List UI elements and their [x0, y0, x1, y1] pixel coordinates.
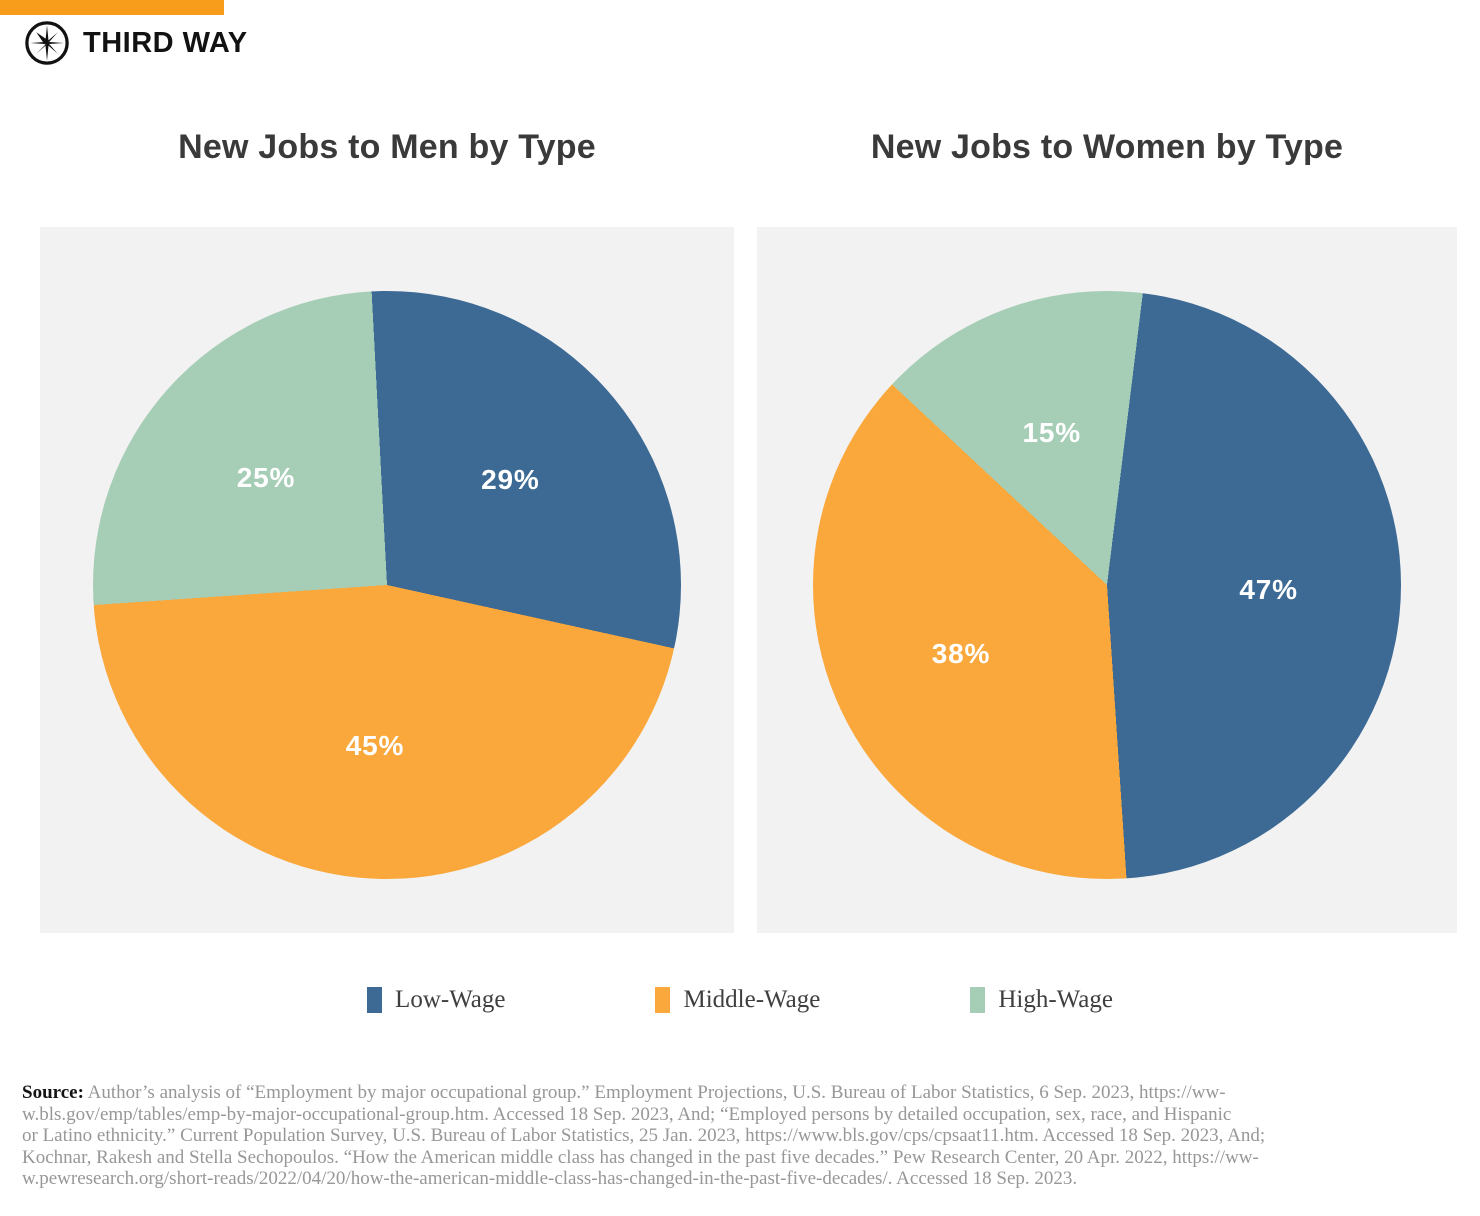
chart-title-men: New Jobs to Men by Type [178, 128, 596, 166]
source-text: Author’s analysis of “Employment by majo… [87, 1082, 1226, 1103]
pie-slice-label: 15% [1022, 417, 1081, 449]
legend-label-high-wage: High-Wage [998, 986, 1113, 1013]
source-line: or Latino ethnicity.” Current Population… [22, 1125, 1266, 1147]
pie-slice-label: 45% [345, 730, 405, 762]
brand-name: THIRD WAY [83, 26, 248, 59]
legend-item-middle-wage: Middle-Wage [655, 986, 820, 1014]
pie-slice-label: 38% [931, 638, 991, 670]
third-way-compass-logo-icon [24, 20, 70, 66]
source-line: w.pewresearch.org/short-reads/2022/04/20… [22, 1168, 1078, 1190]
legend-swatch-high-wage-icon [970, 987, 986, 1013]
legend-swatch-low-wage-icon [367, 987, 383, 1013]
legend-label-low-wage: Low-Wage [395, 986, 506, 1013]
legend-label-middle-wage: Middle-Wage [683, 986, 821, 1013]
brand-header: THIRD WAY [24, 20, 248, 66]
source-line: Source: Author’s analysis of “Employment… [22, 1082, 1462, 1104]
source-line: w.bls.gov/emp/tables/emp-by-major-occupa… [22, 1103, 1232, 1125]
source-label: Source: [22, 1082, 84, 1103]
pie-chart-men: 29% 45% 25% [93, 291, 681, 879]
legend-item-high-wage: High-Wage [970, 986, 1113, 1014]
brand-accent-bar [0, 0, 224, 15]
pie-slice-label: 25% [236, 461, 296, 493]
pie-chart-women: 47% 38% 15% [813, 291, 1401, 879]
pie-slice-label: 47% [1239, 573, 1298, 605]
source-note: Source: Author’s analysis of “Employment… [22, 1082, 1462, 1190]
pie-slice-label: 29% [481, 464, 540, 496]
legend-swatch-middle-wage-icon [655, 987, 671, 1013]
legend-item-low-wage: Low-Wage [367, 986, 505, 1014]
legend: Low-Wage Middle-Wage High-Wage [0, 986, 1480, 1014]
source-line: Kochnar, Rakesh and Stella Sechopoulos. … [22, 1146, 1259, 1168]
chart-title-women: New Jobs to Women by Type [870, 128, 1344, 166]
